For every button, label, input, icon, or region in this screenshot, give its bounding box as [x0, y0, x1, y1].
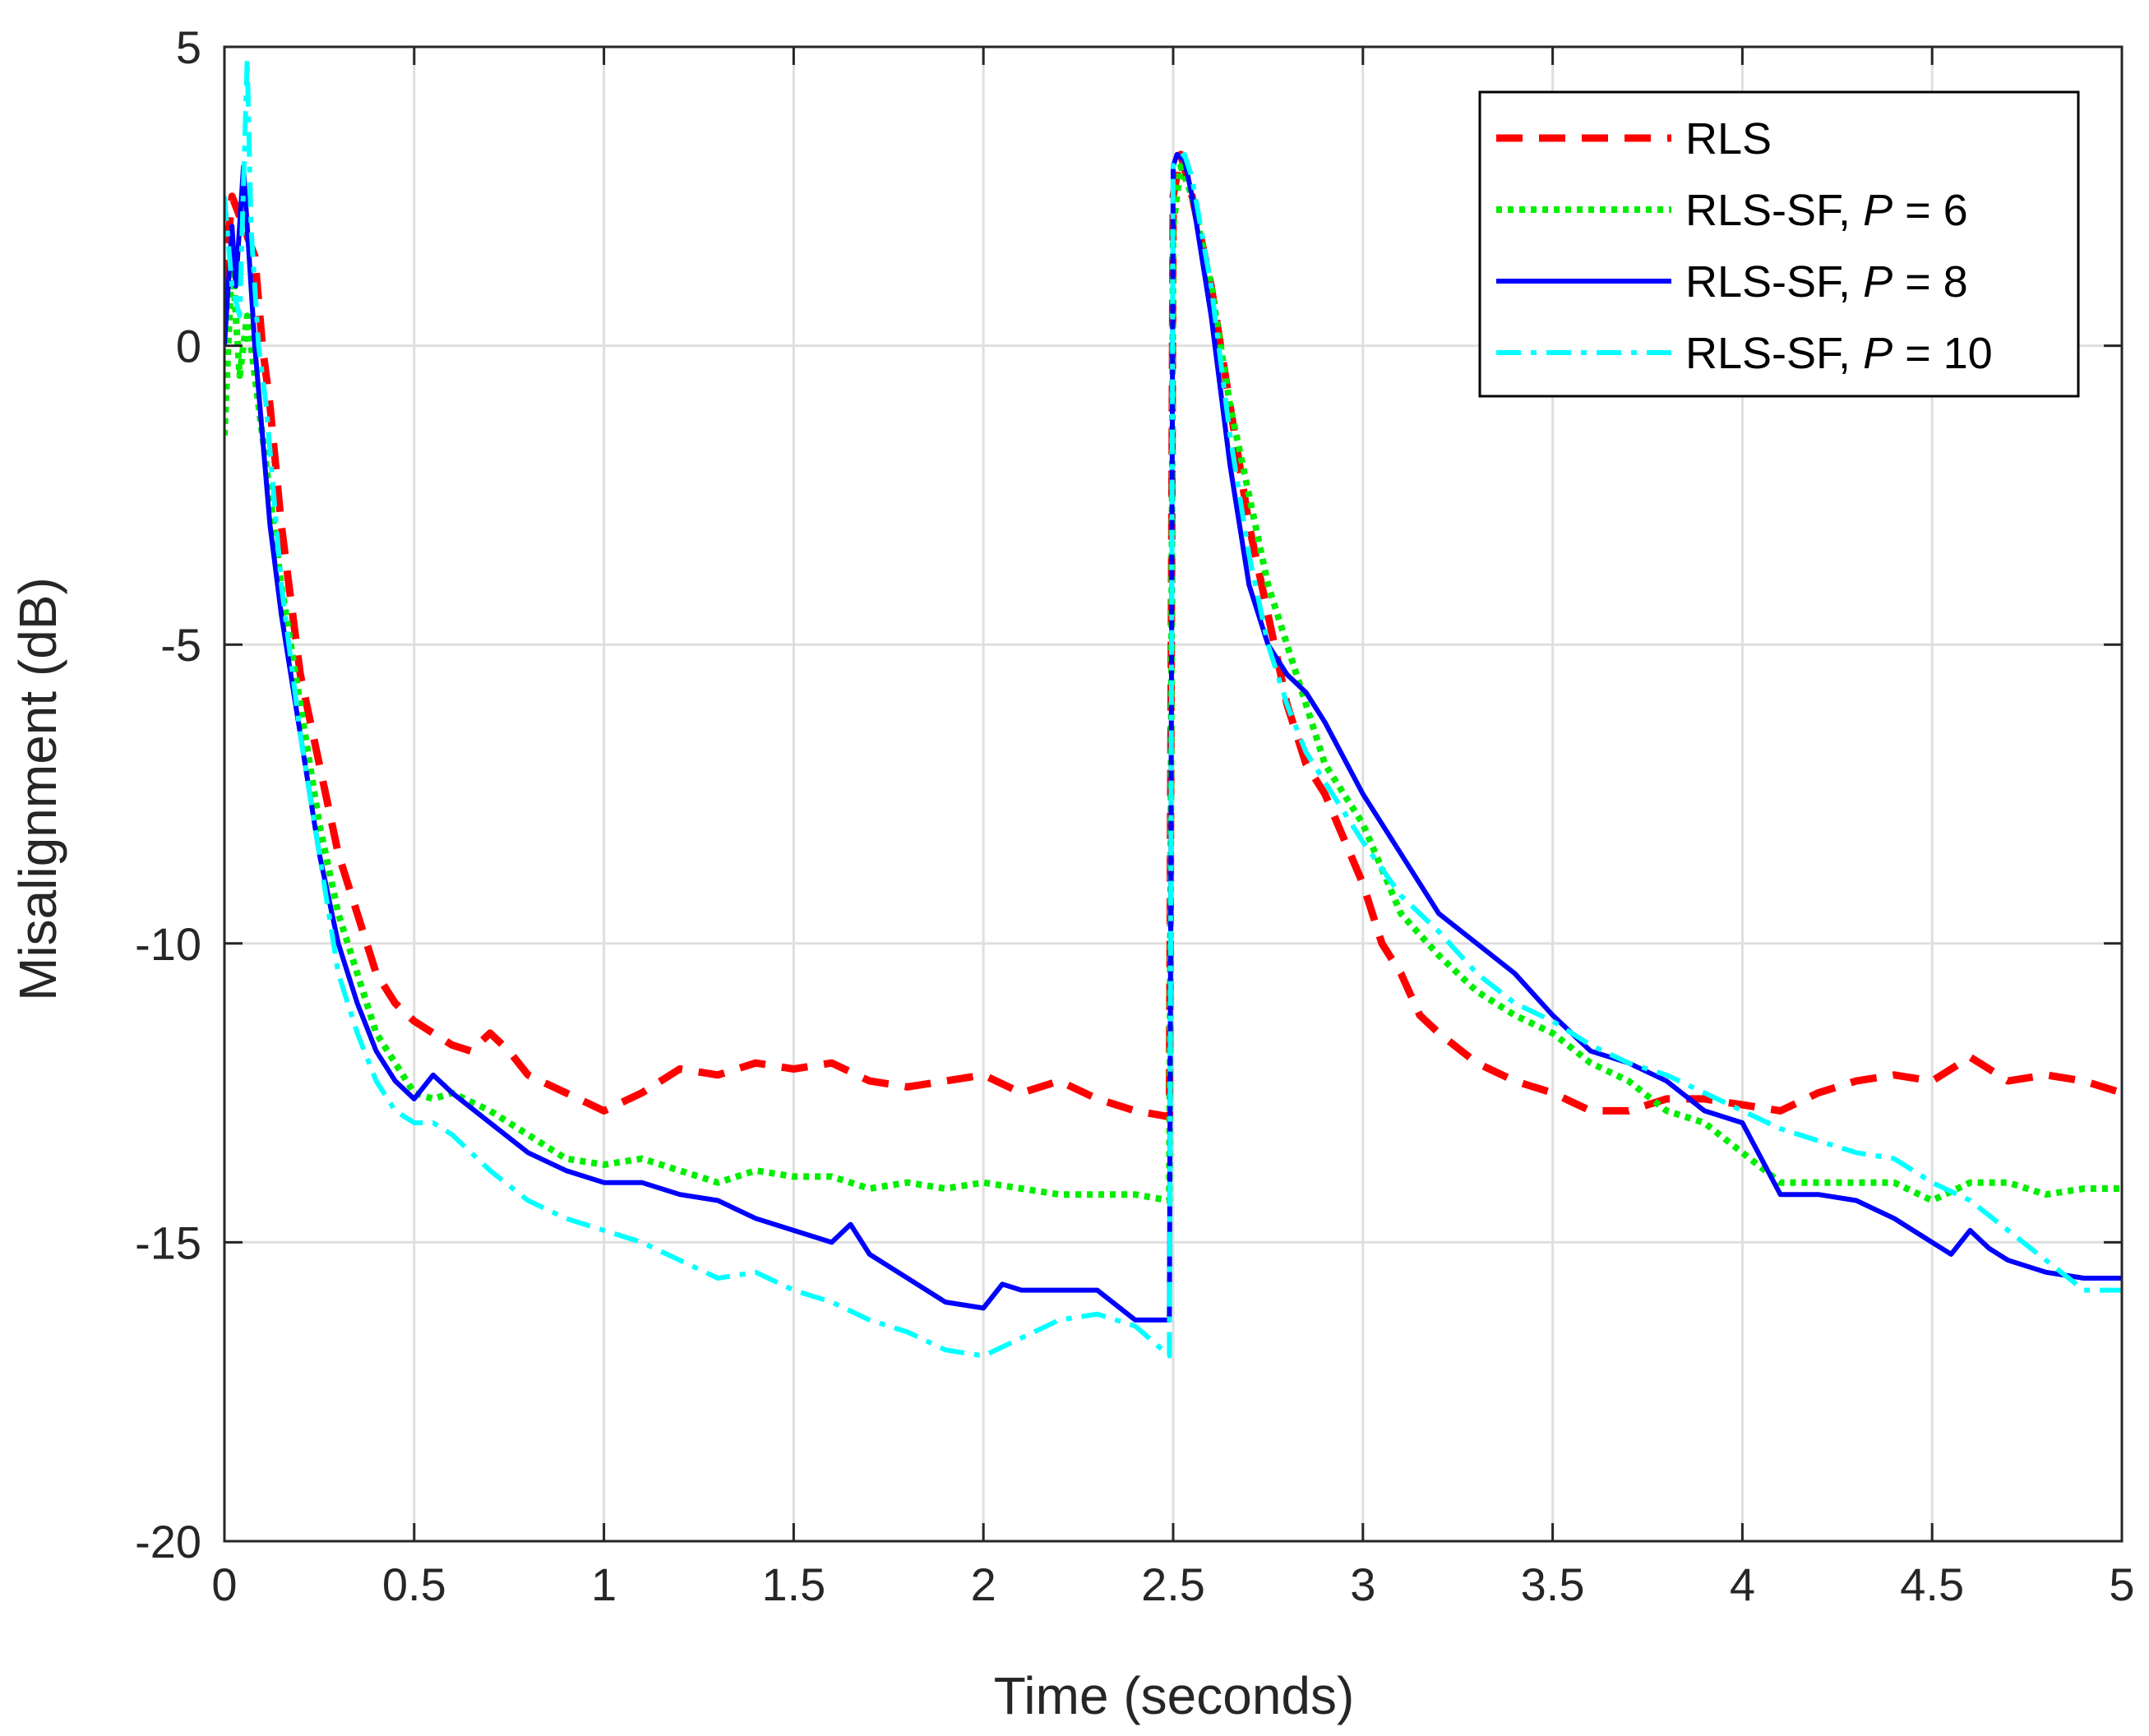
- x-tick-label: 0.5: [382, 1558, 446, 1610]
- legend-label-1: RLS: [1685, 114, 1772, 164]
- series-line-1: [224, 150, 2122, 1121]
- legend-label-2: RLS-SF, P = 6: [1685, 186, 1968, 235]
- x-tick-label: 3.5: [1521, 1558, 1585, 1610]
- legend-label-text: RLS-SF,: [1685, 186, 1863, 235]
- y-tick-label: -5: [160, 619, 201, 671]
- x-tick-label: 2.5: [1141, 1558, 1205, 1610]
- x-tick-label: 0: [211, 1558, 237, 1610]
- x-tick-label: 2: [971, 1558, 996, 1610]
- legend-label-italic: P: [1863, 329, 1893, 378]
- y-axis-title: Misalignment (dB): [8, 577, 67, 1001]
- ticks: [223, 45, 2124, 1543]
- series-layer: [224, 56, 2122, 1359]
- y-tick-label: -20: [135, 1516, 201, 1567]
- y-tick-label: 0: [176, 321, 201, 372]
- legend-label-italic: P: [1863, 257, 1893, 307]
- legend-label-suffix: = 10: [1893, 329, 1993, 378]
- x-tick-label: 1.5: [761, 1558, 825, 1610]
- legend-label-text: RLS-SF,: [1685, 257, 1863, 307]
- legend-label-text: RLS: [1685, 114, 1772, 164]
- x-tick-label: 3: [1350, 1558, 1375, 1610]
- x-tick-label: 4.5: [1900, 1558, 1964, 1610]
- x-tick-labels: 0 0.5 1 1.5 2 2.5 3 3.5 4 4.5 5: [211, 1558, 2134, 1610]
- legend-label-3: RLS-SF, P = 8: [1685, 257, 1968, 307]
- legend-label-suffix: = 6: [1893, 186, 1968, 235]
- series-line-2: [224, 163, 2122, 1204]
- y-tick-label: 5: [176, 21, 201, 73]
- y-tick-label: -15: [135, 1217, 201, 1268]
- x-tick-label: 5: [2109, 1558, 2134, 1610]
- legend-box: [1478, 90, 2080, 398]
- y-tick-label: -10: [135, 918, 201, 970]
- x-tick-label: 4: [1730, 1558, 1755, 1610]
- legend-label-text: RLS-SF,: [1685, 329, 1863, 378]
- legend-label-suffix: = 8: [1893, 257, 1968, 307]
- series-line-4: [224, 56, 2122, 1359]
- x-tick-label: 1: [591, 1558, 617, 1610]
- legend-label-4: RLS-SF, P = 10: [1685, 329, 1993, 378]
- legend-label-italic: P: [1863, 186, 1893, 235]
- y-tick-labels: 5 0 -5 -10 -15 -20: [135, 21, 201, 1567]
- x-axis-title: Time (seconds): [994, 1666, 1355, 1725]
- series-line-3: [224, 151, 2122, 1323]
